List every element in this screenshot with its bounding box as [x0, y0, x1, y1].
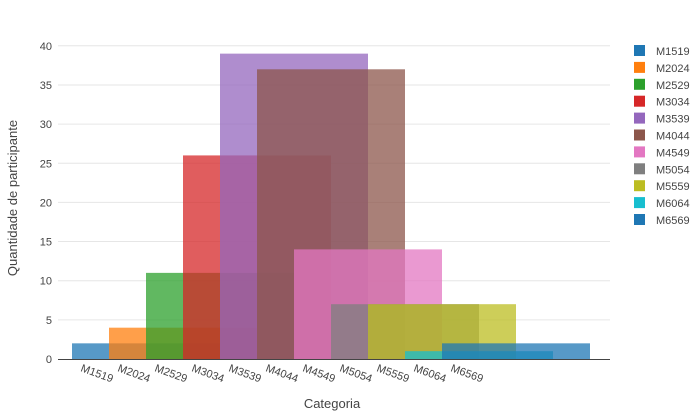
x-tick-label: M4549 — [301, 363, 337, 386]
legend-label[interactable]: M1519 — [656, 46, 690, 58]
x-tick-label: M2529 — [153, 363, 189, 386]
y-tick-label: 0 — [46, 354, 52, 366]
legend-label[interactable]: M2529 — [656, 80, 690, 92]
bar-m6569[interactable] — [442, 343, 590, 359]
legend-swatch[interactable] — [634, 214, 645, 225]
legend-swatch[interactable] — [634, 180, 645, 192]
legend-swatch[interactable] — [634, 45, 645, 56]
legend: M1519 M2024 M2529 M3034 M3539 M4044 M4549 M5054… — [634, 45, 690, 227]
legend-swatch[interactable] — [634, 78, 645, 90]
legend-label[interactable]: M6569 — [656, 215, 690, 227]
legend-swatch[interactable] — [634, 163, 645, 175]
y-tick-label: 35 — [40, 80, 52, 92]
y-tick-label: 15 — [40, 237, 52, 249]
x-tick-label: M1519 — [79, 363, 115, 386]
x-tick-label: M6064 — [412, 363, 448, 386]
x-axis-title: Categoria — [304, 396, 361, 411]
x-tick-label: M3539 — [227, 363, 263, 386]
x-tick-label: M2024 — [116, 363, 152, 386]
x-tick-label: M4044 — [264, 363, 300, 386]
legend-swatch[interactable] — [634, 146, 645, 158]
legend-swatch[interactable] — [634, 95, 645, 107]
y-tick-label: 30 — [40, 119, 52, 131]
y-tick-label: 5 — [46, 315, 52, 327]
x-tick-label: M3034 — [190, 363, 226, 386]
y-axis-title: Quantidade de participante — [5, 120, 20, 276]
legend-label[interactable]: M6064 — [656, 198, 690, 210]
legend-swatch[interactable] — [634, 129, 645, 141]
bar-layer — [72, 53, 590, 359]
x-tick-label: M5559 — [375, 363, 411, 386]
y-tick-label: 40 — [40, 41, 52, 53]
legend-label[interactable]: M4044 — [656, 131, 690, 143]
y-tick-label: 20 — [40, 197, 52, 209]
legend-swatch[interactable] — [634, 197, 645, 209]
legend-label[interactable]: M2024 — [656, 63, 690, 75]
legend-label[interactable]: M3034 — [656, 97, 690, 109]
x-tick-label: M5054 — [338, 363, 374, 386]
legend-label[interactable]: M5559 — [656, 181, 690, 193]
legend-label[interactable]: M4549 — [656, 147, 690, 159]
legend-swatch[interactable] — [634, 61, 645, 73]
legend-swatch[interactable] — [634, 112, 645, 124]
legend-label[interactable]: M3539 — [656, 114, 690, 126]
legend-label[interactable]: M5054 — [656, 164, 690, 176]
y-tick-label: 25 — [40, 158, 52, 170]
y-tick-label: 10 — [40, 276, 52, 288]
x-tick-label: M6569 — [449, 363, 485, 386]
